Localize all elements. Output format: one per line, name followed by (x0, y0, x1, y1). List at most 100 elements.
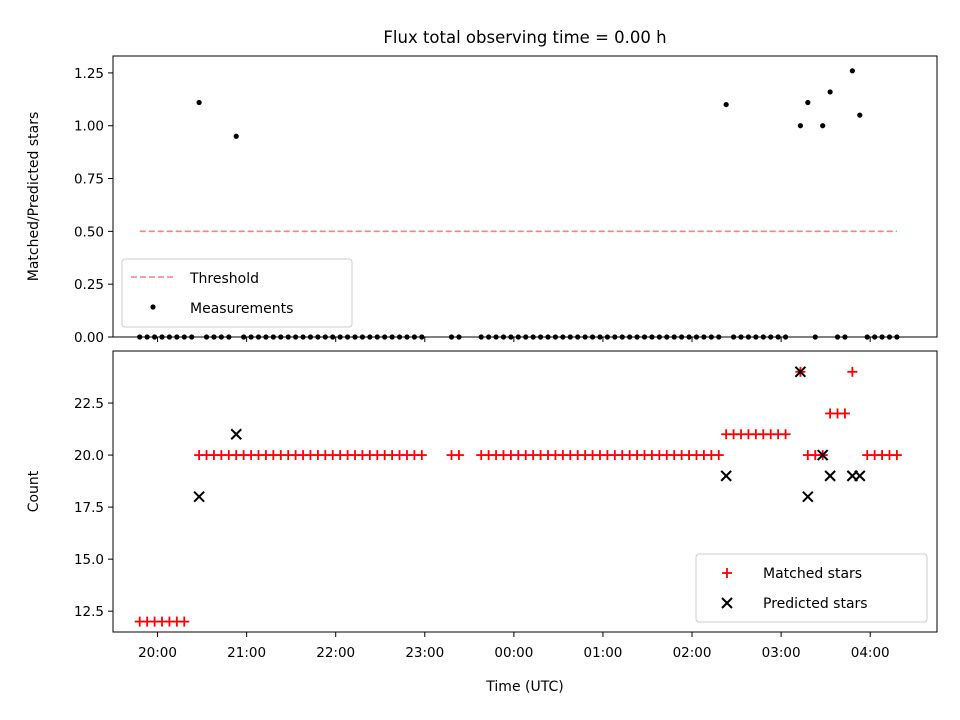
predicted-star-point (824, 470, 836, 482)
measurement-point (359, 334, 366, 340)
figure-title: Flux total observing time = 0.00 h (383, 28, 666, 47)
matched-star-point (839, 408, 850, 419)
x-tick-label: 23:00 (405, 645, 444, 661)
x-tick-label: 03:00 (762, 645, 801, 661)
y-tick-label: 0.25 (74, 277, 104, 293)
matched-star-point (891, 450, 902, 461)
measurement-point (344, 334, 351, 340)
legend-box (121, 258, 353, 328)
measurement-point (812, 334, 818, 340)
measurement-point (886, 334, 893, 340)
measurement-point (307, 334, 314, 340)
measurement-point (285, 334, 291, 340)
measurement-point (693, 334, 700, 340)
predicted-star-point (230, 428, 242, 440)
measurement-point (293, 334, 299, 340)
x-tick-label: 02:00 (673, 645, 712, 661)
measurement-point (567, 334, 573, 340)
matched-star-point (179, 616, 190, 627)
predicted-star-point (854, 470, 866, 482)
measurement-point (337, 334, 343, 340)
measurement-point (649, 334, 655, 340)
measurement-point (330, 334, 336, 340)
measurement-point (530, 334, 536, 340)
predicted-star-point (720, 470, 732, 482)
measurement-point (730, 334, 737, 340)
measurement-point (300, 334, 306, 340)
predicted-star-point (193, 490, 205, 503)
matched-star-point (453, 450, 464, 461)
x-tick-label: 21:00 (227, 645, 266, 661)
cross-b (854, 470, 866, 482)
measurement-point (448, 334, 455, 340)
measurement-point (745, 334, 752, 340)
measurement-point (797, 123, 804, 129)
x-tick-label: 00:00 (494, 645, 533, 661)
measurement-point (686, 334, 692, 340)
measurement-point (248, 334, 254, 340)
y-tick-label: 22.5 (74, 396, 104, 412)
legend-matched-swatch (722, 568, 732, 578)
matched-star-point (713, 450, 724, 461)
measurement-point (820, 123, 826, 129)
predicted-star-point (794, 366, 807, 378)
measurement-point (560, 334, 566, 340)
measurement-point (716, 334, 722, 340)
cross-b (193, 490, 205, 503)
measurement-point (500, 334, 507, 340)
measurement-point (738, 334, 744, 340)
y-tick-label: 12.5 (74, 604, 104, 620)
measurement-point (582, 334, 588, 340)
measurement-point (196, 99, 202, 106)
measurement-point (768, 334, 774, 340)
measurement-point (753, 334, 759, 340)
measurement-point (701, 334, 707, 340)
measurement-point (641, 334, 648, 340)
x-tick-label: 22:00 (316, 645, 355, 661)
measurement-point (159, 334, 165, 340)
measurement-point (374, 334, 380, 340)
measurement-point (137, 334, 143, 340)
legend-box (695, 553, 928, 623)
measurement-point (144, 334, 150, 340)
measurement-point (493, 334, 499, 340)
measurement-point (589, 334, 596, 340)
y-tick-label: 17.5 (74, 500, 104, 516)
measurement-point (211, 334, 217, 340)
cross-b (802, 490, 814, 503)
measurement-point (627, 334, 633, 340)
measurement-point (382, 334, 388, 340)
measurement-point (515, 334, 521, 340)
predicted-star-point (816, 449, 829, 461)
measurement-point (575, 334, 581, 340)
count-panel-frame (112, 350, 938, 633)
measurement-point (508, 334, 514, 340)
measurement-point (278, 334, 284, 340)
measurement-point (679, 334, 685, 340)
matched-star-point (780, 429, 791, 440)
measurement-point (857, 112, 863, 118)
y-tick-label: 0.00 (74, 330, 104, 346)
measurement-point (367, 334, 373, 340)
y-axis-label: Matched/Predicted stars (26, 112, 42, 282)
y-tick-label: 1.00 (74, 119, 104, 135)
measurement-point (151, 334, 158, 340)
measurement-point (879, 334, 885, 340)
measurement-point (537, 334, 544, 340)
measurement-point (322, 334, 328, 340)
measurement-point (486, 334, 492, 340)
y-axis-label: Count (26, 470, 42, 512)
measurement-point (842, 334, 848, 340)
measurement-point (174, 334, 180, 340)
measurement-point (872, 334, 878, 340)
count-panel: 12.5 15.0 17.5 20.0 22.5 Count 20:00 21:00 22:00… (26, 350, 938, 695)
measurement-point (189, 334, 195, 340)
measurement-point (456, 334, 462, 340)
y-tick-label: 0.75 (74, 172, 104, 188)
measurement-point (404, 334, 410, 340)
measurement-point (708, 334, 714, 340)
y-tick-label: 20.0 (74, 448, 104, 464)
measurement-point (270, 334, 276, 340)
legend-measurements-label: Measurements (190, 301, 293, 317)
